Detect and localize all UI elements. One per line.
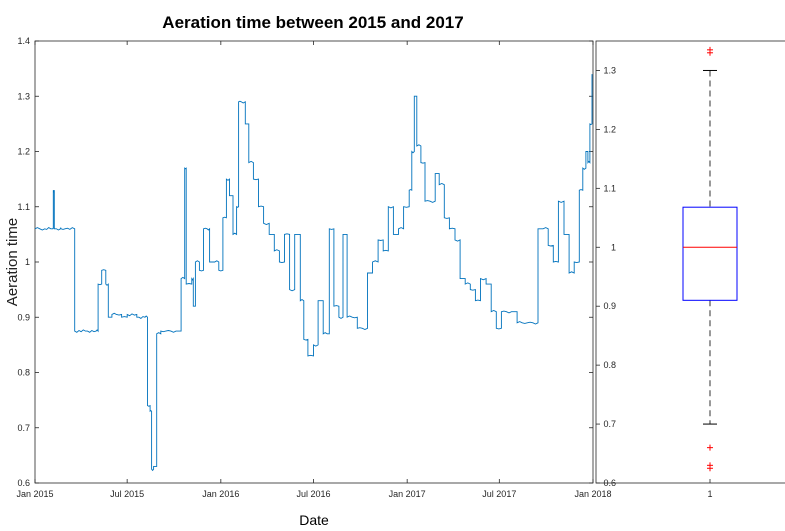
- y-tick-label: 0.9: [17, 312, 30, 322]
- interquartile-box: [682, 206, 738, 301]
- box-plot-axes: 0.6 0.7 0.8 0.9 1 1.1 1.2 1.3 1: [595, 40, 785, 499]
- chart-title: Aeration time between 2015 and 2017: [162, 13, 463, 32]
- box-y-tick-label: 0.9: [603, 301, 616, 311]
- box-y-tick-label: 0.6: [603, 478, 616, 488]
- line-chart-y-ticks: 0.6 0.7 0.8 0.9 1 1.1 1.2 1.3 1.4: [17, 36, 593, 488]
- y-tick-label: 1.2: [17, 147, 30, 157]
- y-tick-label: 0.6: [17, 478, 30, 488]
- x-tick-label: Jan 2015: [16, 489, 53, 499]
- x-tick-label: Jul 2017: [482, 489, 516, 499]
- y-tick-label: 1: [25, 257, 30, 267]
- box-plot-y-ticks: 0.6 0.7 0.8 0.9 1 1.1 1.2 1.3: [596, 65, 616, 488]
- y-tick-label: 1.1: [17, 202, 30, 212]
- line-chart-x-ticks: Jan 2015 Jul 2015 Jan 2016 Jul 2016 Jan 2017…: [16, 41, 612, 499]
- box-y-tick-label: 1: [611, 242, 616, 252]
- y-tick-label: 1.3: [17, 91, 30, 101]
- aeration-time-series-line: [34, 74, 593, 472]
- y-tick-label: 0.7: [17, 423, 30, 433]
- box-y-tick-label: 1.2: [603, 124, 616, 134]
- box-y-tick-label: 0.8: [603, 360, 616, 370]
- box-x-tick-label: 1: [707, 489, 712, 499]
- box-y-tick-label: 1.1: [603, 183, 616, 193]
- x-tick-label: Jan 2017: [389, 489, 426, 499]
- x-tick-label: Jan 2018: [574, 489, 611, 499]
- box-plot-x-ticks: 1: [707, 479, 713, 499]
- x-tick-label: Jan 2016: [202, 489, 239, 499]
- x-axis-label: Date: [299, 512, 329, 528]
- line-chart-axes: 0.6 0.7 0.8 0.9 1 1.1 1.2 1.3 1.4 Jan 2015 Jul 20…: [16, 36, 611, 499]
- box-plot: [682, 46, 738, 472]
- x-tick-label: Jul 2015: [110, 489, 144, 499]
- box-plot-frame: [595, 40, 785, 484]
- line-chart-frame: [34, 40, 594, 484]
- box-y-tick-label: 0.7: [603, 419, 616, 429]
- y-tick-label: 0.8: [17, 368, 30, 378]
- x-tick-label: Jul 2016: [296, 489, 330, 499]
- y-tick-label: 1.4: [17, 36, 30, 46]
- box-y-tick-label: 1.3: [603, 65, 616, 75]
- y-axis-label: Aeration time: [4, 218, 21, 306]
